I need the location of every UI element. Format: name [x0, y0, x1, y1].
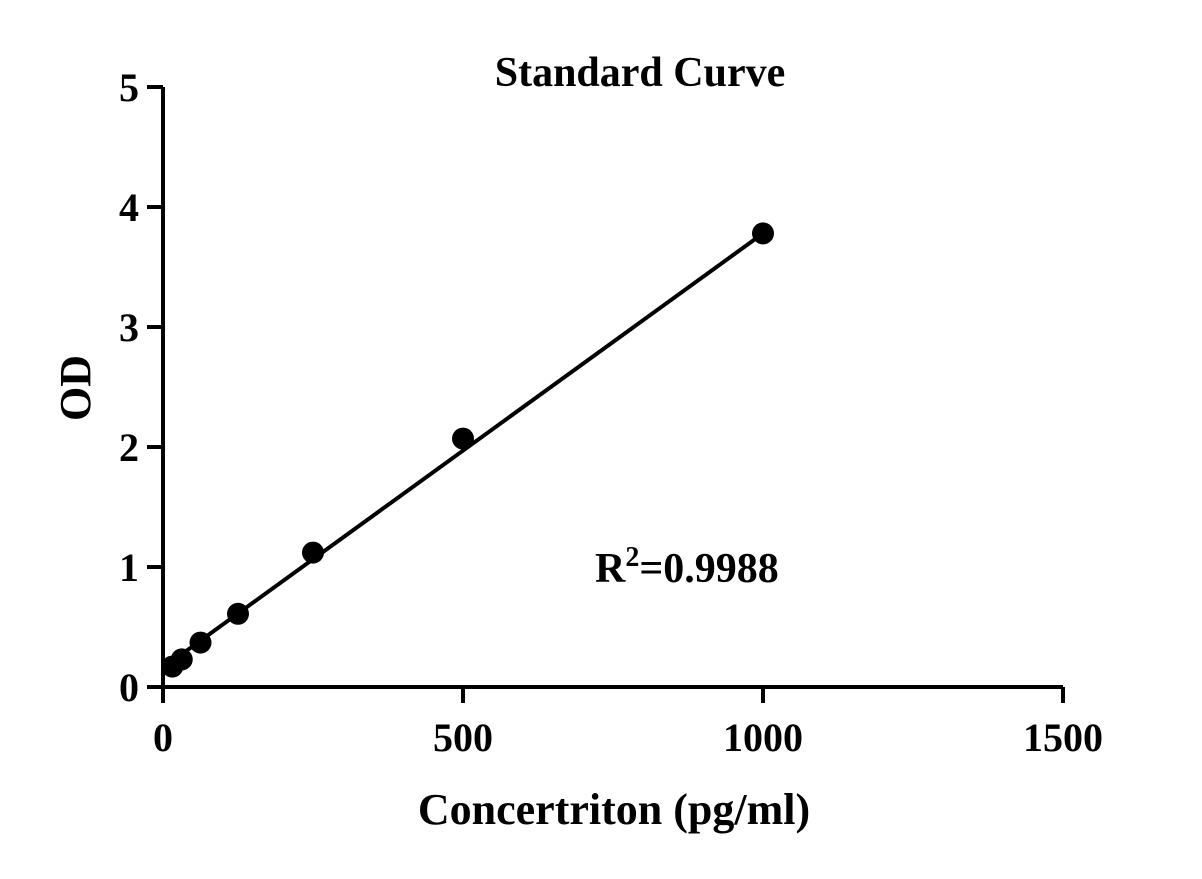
data-point [227, 602, 249, 625]
data-points [161, 222, 774, 678]
chart-title: Standard Curve [495, 50, 786, 96]
y-tick-label: 5 [119, 65, 139, 110]
data-point [302, 541, 324, 564]
y-tick-label: 0 [119, 665, 139, 710]
data-point [170, 648, 193, 671]
x-tick-label: 1000 [723, 715, 803, 760]
y-axis-label: OD [51, 355, 100, 421]
data-point [752, 222, 774, 245]
axes: 0 1 2 3 4 5 0 500 1000 1500 [119, 65, 1103, 760]
r-squared-base: R [595, 546, 626, 592]
y-tick-label: 3 [119, 305, 139, 350]
x-axis-label: Concertriton (pg/ml) [418, 785, 810, 834]
y-tick-label: 1 [119, 545, 139, 590]
r-squared-annotation: R2=0.9988 [595, 542, 779, 592]
data-point [452, 427, 474, 450]
fit-line-layer [161, 231, 765, 670]
x-tick-label: 500 [433, 715, 493, 760]
r-squared-value: =0.9988 [639, 546, 778, 592]
r-squared-superscript: 2 [625, 542, 639, 573]
fit-line [161, 231, 765, 670]
data-point [189, 631, 212, 654]
y-tick-label: 2 [119, 425, 139, 470]
x-tick-label: 0 [153, 715, 173, 760]
y-tick-label: 4 [119, 185, 139, 230]
x-tick-label: 1500 [1023, 715, 1103, 760]
